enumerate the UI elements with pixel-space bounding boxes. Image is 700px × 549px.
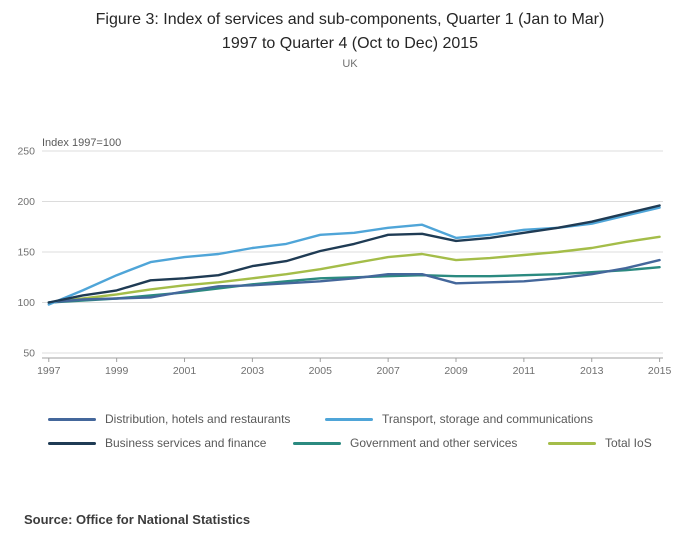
line-chart: 50 100 150 200 250 Index 1997=100 1997 1999 2001… xyxy=(0,110,700,390)
legend-label-business: Business services and finance xyxy=(105,436,267,450)
x-tick-label: 2015 xyxy=(648,365,672,377)
x-tick-label: 2007 xyxy=(376,365,400,377)
source-note: Source: Office for National Statistics xyxy=(24,512,251,527)
figure-title-line2: 1997 to Quarter 4 (Oct to Dec) 2015 xyxy=(221,35,479,52)
x-tick-label: 2009 xyxy=(444,365,468,377)
legend-item-business-services-finance: Business services and finance xyxy=(48,435,266,451)
x-tick-label: 1999 xyxy=(105,365,129,377)
figure-title-line1: Figure 3: Index of services and sub-comp… xyxy=(95,11,605,28)
series-line-4 xyxy=(47,235,661,304)
legend-label-transport: Transport, storage and communications xyxy=(382,412,593,426)
legend-item-government-other-services: Government and other services xyxy=(293,435,517,451)
x-tick-label: 2011 xyxy=(513,365,536,377)
x-tick-label: 1997 xyxy=(37,365,61,377)
y-tick-label: 100 xyxy=(17,297,35,309)
legend-swatch-government xyxy=(293,441,341,445)
y-tick-label: 250 xyxy=(17,146,35,158)
x-tick-label: 2003 xyxy=(241,365,265,377)
chart-canvas: 50 100 150 200 250 Index 1997=100 1997 1999 2001… xyxy=(17,137,672,377)
chart-legend: Distribution, hotels and restaurants Tra… xyxy=(0,405,700,461)
x-tick-label: 2001 xyxy=(173,365,197,377)
y-tick-label: 150 xyxy=(17,247,35,259)
legend-swatch-transport xyxy=(325,417,373,421)
legend-swatch-business xyxy=(48,441,96,445)
figure-title: Figure 3: Index of services and sub-comp… xyxy=(0,8,700,56)
legend-label-distribution: Distribution, hotels and restaurants xyxy=(105,412,291,426)
y-tick-label: 50 xyxy=(23,348,35,360)
y-tick-label: 200 xyxy=(17,196,35,208)
series-line-2 xyxy=(47,204,661,304)
x-tick-label: 2005 xyxy=(309,365,333,377)
legend-item-distribution-hotels-restaurants: Distribution, hotels and restaurants xyxy=(48,411,290,427)
series-line-0 xyxy=(47,258,661,304)
legend-swatch-distribution xyxy=(48,417,96,421)
legend-label-total-ios: Total IoS xyxy=(605,436,652,450)
x-tick-label: 2013 xyxy=(580,365,604,377)
legend-label-government: Government and other services xyxy=(350,436,518,450)
figure-subtitle: UK xyxy=(342,58,358,70)
y-axis-unit-label: Index 1997=100 xyxy=(42,137,121,149)
legend-item-transport-storage-communications: Transport, storage and communications xyxy=(325,411,593,427)
legend-item-total-ios: Total IoS xyxy=(548,435,652,451)
legend-swatch-total-ios xyxy=(548,441,596,445)
